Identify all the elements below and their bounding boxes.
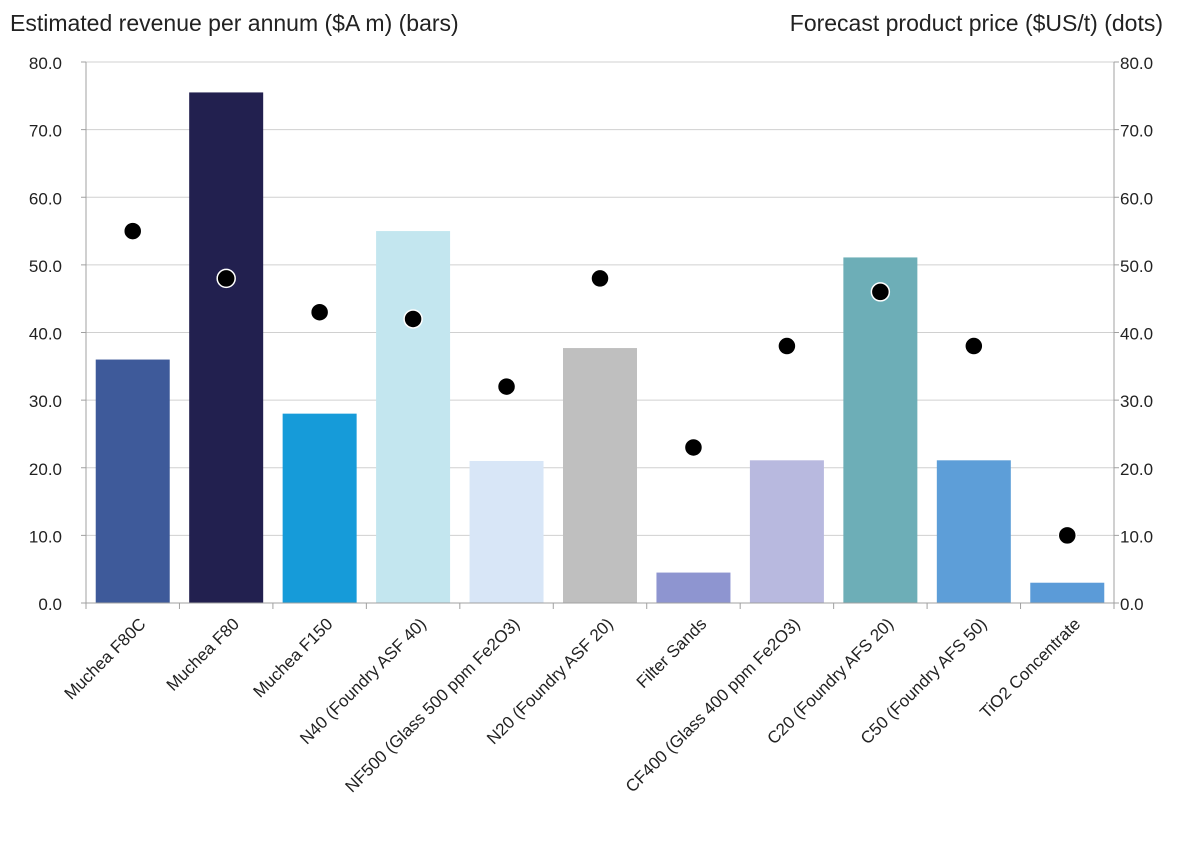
right-y-tick-label: 40.0 <box>1120 325 1153 344</box>
right-y-tick-label: 30.0 <box>1120 392 1153 411</box>
category-label: CF400 (Glass 400 ppm Fe2O3) <box>622 614 804 796</box>
left-y-tick-label: 30.0 <box>29 392 62 411</box>
right-y-tick-label: 80.0 <box>1120 54 1153 73</box>
price-dot <box>777 336 797 356</box>
left-y-tick-label: 60.0 <box>29 189 62 208</box>
right-y-tick-label: 20.0 <box>1120 460 1153 479</box>
left-y-tick-label: 40.0 <box>29 325 62 344</box>
revenue-bar <box>749 460 824 603</box>
revenue-bars <box>95 92 1105 604</box>
price-dot <box>964 336 984 356</box>
price-dot <box>496 376 517 397</box>
revenue-bar <box>95 359 170 603</box>
price-dot <box>403 309 423 329</box>
category-label: Muchea F80 <box>163 614 243 694</box>
right-y-tick-label: 0.0 <box>1120 595 1144 614</box>
revenue-bar <box>376 231 451 603</box>
right-axis-title: Forecast product price ($US/t) (dots) <box>789 10 1163 36</box>
left-y-tick-label: 50.0 <box>29 257 62 276</box>
revenue-bar <box>189 92 264 604</box>
category-label: Muchea F150 <box>250 614 337 701</box>
price-dot <box>590 268 610 289</box>
right-y-tick-label: 50.0 <box>1120 257 1153 276</box>
revenue-bar <box>843 257 918 603</box>
price-dot <box>216 268 236 289</box>
revenue-bar <box>563 348 637 603</box>
price-dot <box>309 302 330 322</box>
price-dot <box>870 282 891 302</box>
category-label: TiO2 Concentrate <box>976 614 1084 722</box>
left-y-tick-label: 0.0 <box>38 595 62 614</box>
axes <box>81 61 1119 609</box>
left-axis-title: Estimated revenue per annum ($A m) (bars… <box>10 10 459 36</box>
revenue-bar <box>656 572 731 603</box>
right-y-tick-label: 70.0 <box>1120 122 1153 141</box>
left-y-tick-label: 20.0 <box>29 460 62 479</box>
price-dot <box>122 221 143 241</box>
left-y-tick-label: 70.0 <box>29 122 62 141</box>
left-y-tick-label: 80.0 <box>29 54 62 73</box>
revenue-bar <box>282 413 357 603</box>
category-label: NF500 (Glass 500 ppm Fe2O3) <box>342 614 524 796</box>
right-y-tick-label: 60.0 <box>1120 189 1153 208</box>
price-dots <box>122 221 1078 546</box>
category-label: Muchea F80C <box>61 614 150 703</box>
category-label: Filter Sands <box>633 614 711 692</box>
price-dot <box>1057 525 1078 546</box>
revenue-bar <box>1030 582 1105 603</box>
revenue-bar <box>936 460 1011 603</box>
price-dot <box>683 437 704 458</box>
left-y-tick-label: 10.0 <box>29 527 62 546</box>
right-y-tick-label: 10.0 <box>1120 527 1153 546</box>
revenue-bar <box>469 460 544 603</box>
